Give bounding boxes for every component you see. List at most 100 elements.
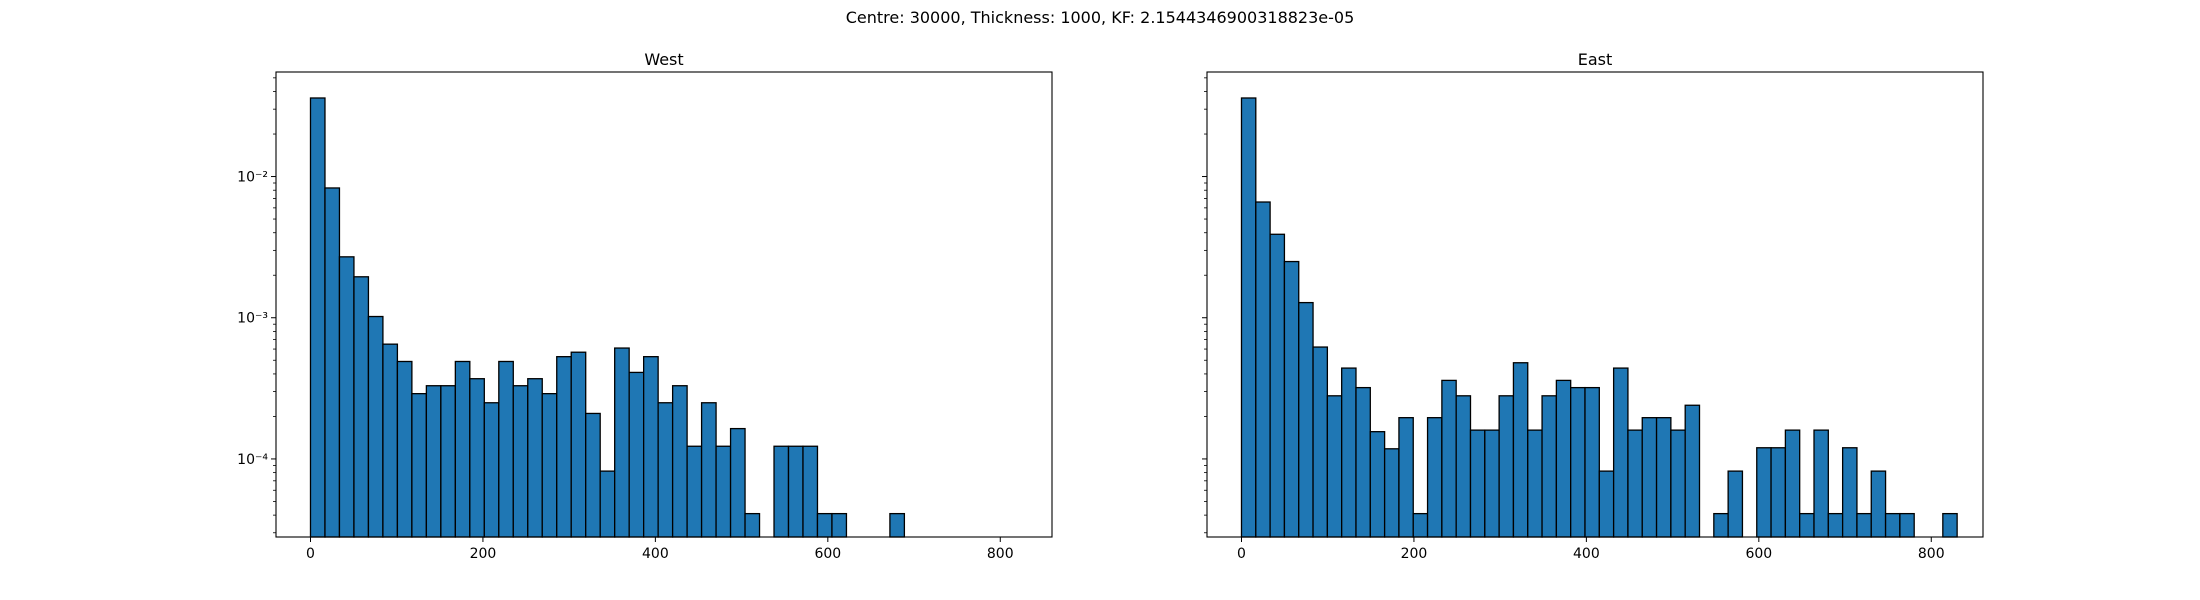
west-bar	[469, 378, 485, 538]
west-x-tick-label: 600	[814, 546, 841, 562]
west-bar	[396, 360, 413, 538]
east-x-tick-label: 600	[1745, 546, 1772, 562]
east-bar	[1641, 417, 1658, 538]
east-bar	[1827, 512, 1844, 538]
west-bar	[309, 97, 326, 538]
west-axes-frame	[275, 71, 1053, 538]
east-bar	[1341, 367, 1357, 538]
east-bar	[1512, 362, 1529, 538]
east-bar	[1856, 512, 1872, 538]
west-bar	[773, 445, 790, 538]
east-bar	[1655, 417, 1672, 538]
west-bar	[831, 512, 848, 538]
figure-suptitle: Centre: 30000, Thickness: 1000, KF: 2.15…	[845, 8, 1355, 27]
east-bar	[1841, 447, 1858, 538]
west-x-tick-label: 0	[306, 546, 315, 562]
west-bar	[585, 412, 601, 538]
east-bar	[1383, 448, 1400, 538]
west-bar	[353, 276, 370, 538]
east-bar	[1398, 417, 1414, 538]
east-axes-frame	[1206, 71, 1984, 538]
west-x-tick-label: 200	[470, 546, 497, 562]
west-histogram-panel: 0 200 400 600 800 10⁻⁴ 10⁻³ 10⁻² West	[237, 50, 1053, 562]
east-bar	[1412, 512, 1429, 538]
east-bar	[1942, 512, 1958, 538]
east-bar	[1484, 429, 1500, 538]
west-bar	[512, 385, 529, 538]
west-bar	[889, 512, 906, 538]
east-x-tick-label: 400	[1573, 546, 1600, 562]
west-bar	[715, 445, 732, 538]
west-bar	[338, 256, 355, 538]
east-bar	[1369, 431, 1386, 538]
west-x-tick-label: 800	[987, 546, 1014, 562]
east-x-tick-label: 800	[1918, 546, 1945, 562]
west-bar	[657, 402, 674, 538]
west-bar	[700, 402, 717, 538]
east-bar	[1612, 367, 1629, 538]
west-bar	[686, 445, 703, 538]
west-bar	[367, 315, 384, 538]
west-bar	[527, 378, 543, 538]
west-bar	[425, 385, 442, 538]
west-bar	[802, 445, 819, 538]
west-x-tick-label: 400	[642, 546, 669, 562]
west-bar	[570, 351, 587, 538]
east-bar	[1312, 346, 1329, 538]
west-bar	[787, 445, 804, 538]
east-bar	[1570, 386, 1586, 538]
east-bar	[1283, 260, 1300, 538]
east-bar	[1799, 512, 1815, 538]
east-bar	[1884, 512, 1901, 538]
east-x-tick-label: 200	[1401, 546, 1428, 562]
east-bar	[1441, 379, 1457, 538]
east-bar	[1455, 395, 1472, 538]
east-bar	[1498, 395, 1515, 538]
east-x-tick-label: 0	[1237, 546, 1246, 562]
east-histogram-panel: 0 200 400 600 800 East	[1202, 50, 1984, 562]
east-bar	[1627, 429, 1643, 538]
west-y-tick-label: 10⁻²	[237, 170, 268, 186]
west-bar	[744, 512, 761, 538]
east-bar	[1584, 386, 1600, 538]
east-bar	[1326, 395, 1343, 538]
east-bar	[1555, 379, 1572, 538]
west-bar	[382, 343, 399, 538]
east-bar	[1756, 447, 1772, 538]
east-bar	[1784, 429, 1801, 538]
east-panel-title: East	[1578, 50, 1613, 69]
west-bar	[541, 392, 558, 538]
west-bar	[599, 470, 616, 538]
east-bar	[1541, 395, 1558, 538]
east-bar	[1298, 301, 1314, 538]
west-bar	[498, 360, 514, 538]
east-bar	[1727, 470, 1744, 538]
east-bar	[1255, 201, 1271, 538]
east-bar	[1899, 512, 1915, 538]
west-bar	[671, 385, 688, 538]
west-bar	[729, 427, 746, 538]
east-bar	[1770, 447, 1787, 538]
east-bar	[1269, 233, 1286, 538]
west-bar	[411, 392, 428, 538]
west-bar	[643, 356, 659, 538]
west-bar	[816, 512, 833, 538]
west-bar	[454, 360, 471, 538]
west-y-tick-label: 10⁻³	[237, 311, 268, 327]
west-bar	[628, 371, 645, 538]
east-bar	[1670, 429, 1686, 538]
east-bar	[1240, 97, 1257, 538]
east-bar	[1426, 417, 1443, 538]
west-bar	[324, 187, 341, 538]
east-bar	[1713, 512, 1729, 538]
east-bar	[1355, 386, 1371, 538]
west-bar	[614, 347, 630, 538]
west-bar	[440, 385, 456, 538]
west-y-tick-label: 10⁻⁴	[237, 452, 268, 468]
west-bar	[483, 402, 500, 538]
west-bar	[556, 356, 572, 538]
east-bar	[1813, 429, 1829, 538]
east-bar	[1469, 429, 1486, 538]
